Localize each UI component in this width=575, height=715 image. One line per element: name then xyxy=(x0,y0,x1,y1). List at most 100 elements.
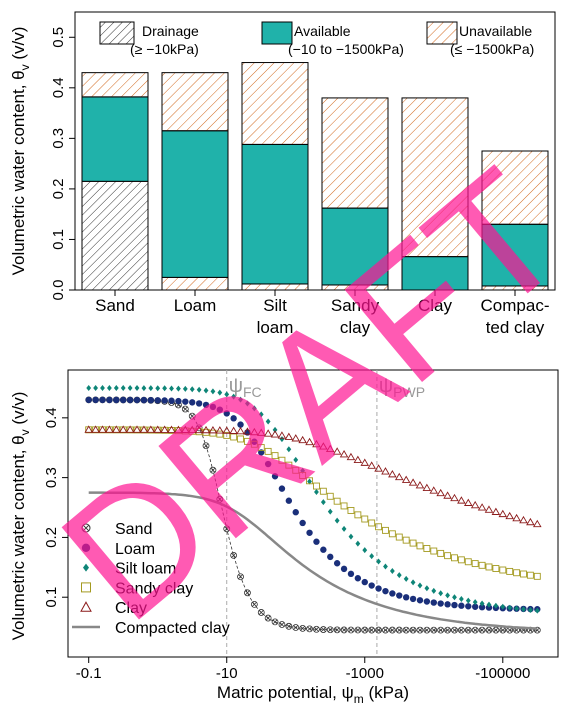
data-point xyxy=(465,597,471,604)
data-point xyxy=(533,626,541,634)
data-point xyxy=(237,421,244,428)
data-point xyxy=(437,626,445,634)
data-point xyxy=(326,492,334,500)
data-point xyxy=(271,452,279,460)
data-point xyxy=(264,614,272,622)
bar-category-label: loam xyxy=(257,318,294,337)
line-chart: ψFC ψPWP 0.10.20.30.4 -0.1 -10 -1000 -100000… xyxy=(9,369,559,706)
line-x-tick-label: -0.1 xyxy=(76,665,102,682)
data-point xyxy=(479,600,485,607)
data-point xyxy=(257,609,265,616)
data-point xyxy=(245,400,250,407)
data-point xyxy=(382,626,389,634)
data-point xyxy=(140,396,148,404)
data-point-cross xyxy=(272,619,278,625)
data-point xyxy=(360,458,370,466)
data-point xyxy=(201,425,211,434)
data-point xyxy=(478,604,486,611)
data-point xyxy=(306,625,313,633)
data-point xyxy=(155,385,161,392)
data-point xyxy=(333,626,341,634)
data-point xyxy=(361,515,369,523)
data-point xyxy=(250,600,258,608)
data-point xyxy=(215,426,225,434)
reference-line-label-sub: FC xyxy=(243,384,262,400)
series-compacted-clay xyxy=(88,491,538,630)
data-point xyxy=(230,415,237,422)
data-point xyxy=(464,626,472,634)
bar-segment-unavailable-top xyxy=(481,150,549,225)
data-point-cross xyxy=(258,610,264,615)
legend-marker xyxy=(83,563,89,572)
line-y-axis-label: Volumetric water content, θv (v/v) xyxy=(9,392,32,641)
data-point xyxy=(394,472,404,481)
data-point xyxy=(375,626,382,634)
bar-segment-available xyxy=(321,207,389,286)
data-point xyxy=(451,554,458,562)
data-point xyxy=(314,489,319,496)
data-point xyxy=(424,585,430,592)
data-point xyxy=(346,452,356,461)
data-point xyxy=(148,385,154,392)
line-y-axis: 0.1 0.2 0.3 0.4 xyxy=(43,407,68,608)
line-x-axis-label-main: Matric potential, ψ xyxy=(217,683,354,702)
data-point xyxy=(84,425,93,433)
bar-category-label: ted clay xyxy=(486,318,545,337)
data-point xyxy=(521,606,526,613)
data-point xyxy=(513,569,521,577)
data-point-cross xyxy=(445,627,450,633)
bar-plot-area xyxy=(74,11,556,291)
data-point xyxy=(202,401,210,409)
data-point xyxy=(470,500,480,509)
data-point xyxy=(134,385,140,392)
bar-y-axis-label-unit: (v/v) xyxy=(9,27,28,65)
legend-sublabel-available: (−10 to −1500kPa) xyxy=(288,41,404,57)
data-point xyxy=(224,391,230,398)
data-point xyxy=(202,442,210,450)
data-point xyxy=(231,393,237,400)
data-point xyxy=(189,399,196,406)
data-point xyxy=(189,386,195,393)
data-point-cross xyxy=(472,627,478,633)
bar-segment-unavailable-top xyxy=(321,97,389,209)
data-point xyxy=(195,424,203,432)
line-legend: Sand Loam Silt loam Sandy clay Clay Compacted… xyxy=(72,521,230,637)
bar-category-label: Sand xyxy=(95,296,135,315)
data-point xyxy=(348,533,354,540)
legend-swatch xyxy=(81,523,91,533)
legend-marker xyxy=(81,523,91,533)
data-point xyxy=(471,560,479,568)
data-point xyxy=(168,397,175,404)
data-point-cross xyxy=(500,627,506,633)
data-point xyxy=(203,387,209,394)
data-point xyxy=(367,461,376,469)
legend-marker-cross xyxy=(82,524,90,532)
data-point xyxy=(292,509,299,516)
data-point xyxy=(423,626,431,634)
bar-segment-available xyxy=(481,223,549,287)
data-point xyxy=(451,601,458,609)
data-point xyxy=(133,396,141,404)
data-point xyxy=(319,442,328,450)
data-point xyxy=(257,444,265,452)
data-point xyxy=(341,525,347,532)
data-point xyxy=(306,477,313,485)
data-point xyxy=(485,563,493,571)
data-point xyxy=(410,579,416,586)
line-y-tick-label: 0.1 xyxy=(43,587,60,608)
data-point xyxy=(430,547,438,555)
data-point xyxy=(388,469,397,478)
data-point-cross xyxy=(355,627,361,633)
data-point xyxy=(278,621,286,628)
data-point xyxy=(216,430,224,438)
data-point xyxy=(354,575,362,582)
data-point xyxy=(484,505,494,513)
data-point xyxy=(534,607,540,614)
reference-lines: ψFC ψPWP xyxy=(226,370,425,657)
data-point xyxy=(187,425,197,434)
data-point xyxy=(271,473,279,480)
data-point xyxy=(236,426,245,435)
data-point xyxy=(464,558,472,566)
data-point-cross xyxy=(458,627,464,633)
data-point-cross xyxy=(279,622,285,627)
